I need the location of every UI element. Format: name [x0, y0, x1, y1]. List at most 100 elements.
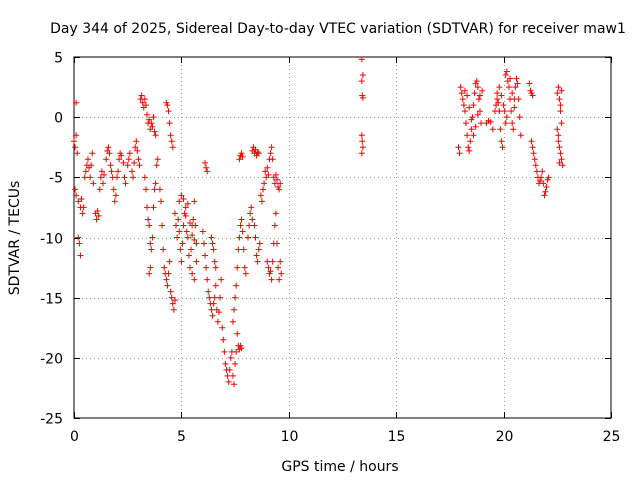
- data-point: [144, 204, 151, 211]
- data-point: [498, 92, 505, 99]
- data-point: [171, 210, 178, 217]
- data-point: [212, 282, 219, 289]
- data-point: [148, 120, 155, 127]
- y-tick-label: -20: [40, 352, 63, 368]
- data-point: [554, 90, 561, 97]
- chart-title: Day 344 of 2025, Sidereal Day-to-day VTE…: [50, 21, 626, 37]
- data-points: [71, 56, 566, 388]
- data-point: [252, 234, 259, 241]
- data-point: [75, 234, 82, 241]
- axis-ticks: 0 5 10 15 20 25 -25 -20 -15 -10 -5 0 5: [40, 51, 620, 446]
- data-point: [242, 270, 249, 277]
- data-point: [71, 138, 77, 145]
- data-point: [147, 240, 154, 247]
- data-point: [358, 150, 365, 157]
- data-point: [256, 240, 263, 247]
- data-point: [183, 228, 190, 235]
- data-point: [147, 264, 154, 271]
- data-point: [509, 90, 516, 97]
- data-point: [133, 138, 140, 145]
- data-point: [359, 94, 366, 101]
- y-tick-label: -15: [40, 292, 63, 308]
- data-point: [217, 294, 224, 301]
- data-point: [359, 72, 366, 79]
- data-point: [557, 108, 564, 115]
- data-point: [466, 147, 473, 154]
- data-point: [234, 264, 241, 271]
- data-point: [515, 96, 522, 103]
- data-point: [556, 144, 563, 151]
- data-point: [470, 132, 477, 139]
- plot-frame: [73, 56, 612, 419]
- data-point: [106, 150, 113, 157]
- data-point: [503, 68, 510, 75]
- data-point: [77, 252, 84, 259]
- data-point: [76, 240, 83, 247]
- data-point: [232, 294, 239, 301]
- data-point: [73, 132, 80, 139]
- data-point: [458, 90, 465, 97]
- data-point: [559, 162, 566, 169]
- data-point: [236, 156, 243, 163]
- data-point: [268, 276, 275, 283]
- y-tick-label: 0: [54, 111, 63, 127]
- data-point: [215, 309, 222, 316]
- data-point: [254, 149, 261, 156]
- data-point: [149, 234, 156, 241]
- data-point: [191, 276, 198, 283]
- data-point: [558, 87, 565, 94]
- data-point: [359, 138, 366, 145]
- data-point: [557, 150, 564, 157]
- data-point: [204, 276, 211, 283]
- data-point: [120, 159, 127, 166]
- x-axis-label: GPS time / hours: [281, 459, 398, 475]
- data-point: [255, 150, 262, 157]
- data-point: [74, 150, 81, 157]
- data-point: [276, 186, 283, 193]
- data-point: [226, 366, 233, 373]
- data-point: [235, 246, 242, 253]
- data-point: [528, 138, 535, 145]
- data-point: [220, 336, 227, 343]
- data-point: [459, 96, 466, 103]
- data-point: [229, 372, 236, 379]
- data-point: [277, 258, 284, 265]
- data-point: [479, 87, 486, 94]
- data-point: [167, 132, 174, 139]
- data-point: [267, 150, 274, 157]
- data-point: [359, 144, 366, 151]
- data-point: [540, 180, 547, 187]
- data-point: [476, 108, 483, 115]
- data-point: [177, 246, 184, 253]
- data-point: [161, 264, 168, 271]
- data-point: [271, 180, 278, 187]
- data-point: [264, 258, 271, 265]
- data-point: [261, 180, 268, 187]
- data-point: [128, 168, 135, 175]
- data-point: [174, 234, 181, 241]
- data-point: [126, 150, 133, 157]
- data-point: [167, 288, 174, 295]
- data-point: [502, 72, 509, 79]
- data-point: [229, 318, 236, 325]
- data-point: [87, 174, 94, 181]
- data-point: [130, 174, 137, 181]
- data-point: [79, 210, 86, 217]
- data-point: [475, 96, 482, 103]
- data-point: [538, 174, 545, 181]
- data-point: [138, 92, 145, 99]
- data-point: [239, 153, 246, 160]
- data-point: [154, 156, 161, 163]
- data-point: [146, 270, 153, 277]
- data-point: [202, 252, 209, 259]
- data-point: [111, 198, 118, 205]
- data-point: [203, 264, 210, 271]
- data-point: [164, 102, 171, 109]
- x-tick-label: 0: [70, 429, 79, 445]
- data-point: [142, 186, 149, 193]
- data-point: [545, 174, 552, 181]
- data-point: [269, 258, 276, 265]
- data-point: [134, 147, 141, 154]
- data-point: [358, 56, 365, 63]
- data-point: [472, 123, 479, 130]
